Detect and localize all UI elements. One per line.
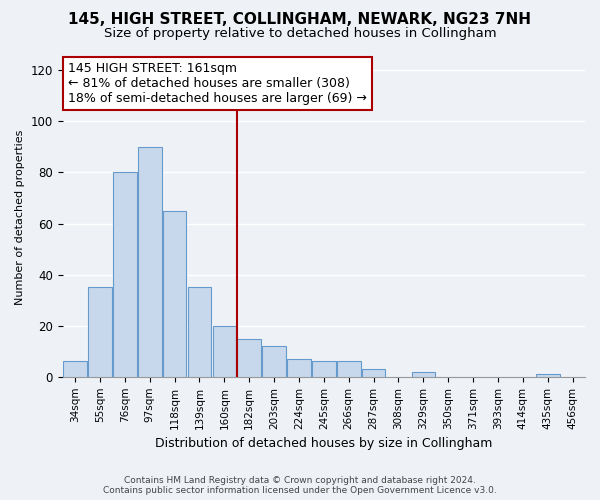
Bar bbox=[536, 374, 560, 377]
Text: 145, HIGH STREET, COLLINGHAM, NEWARK, NG23 7NH: 145, HIGH STREET, COLLINGHAM, NEWARK, NG… bbox=[68, 12, 532, 28]
Text: Contains HM Land Registry data © Crown copyright and database right 2024.
Contai: Contains HM Land Registry data © Crown c… bbox=[103, 476, 497, 495]
Bar bbox=[362, 369, 385, 377]
Bar bbox=[138, 147, 161, 377]
Bar bbox=[88, 288, 112, 377]
Bar bbox=[188, 288, 211, 377]
Text: 145 HIGH STREET: 161sqm
← 81% of detached houses are smaller (308)
18% of semi-d: 145 HIGH STREET: 161sqm ← 81% of detache… bbox=[68, 62, 367, 106]
Bar bbox=[262, 346, 286, 377]
Text: Size of property relative to detached houses in Collingham: Size of property relative to detached ho… bbox=[104, 28, 496, 40]
Bar bbox=[337, 362, 361, 377]
Bar bbox=[113, 172, 137, 377]
Bar bbox=[212, 326, 236, 377]
Bar bbox=[63, 362, 87, 377]
Bar bbox=[238, 338, 261, 377]
Bar bbox=[163, 211, 187, 377]
Bar bbox=[412, 372, 435, 377]
X-axis label: Distribution of detached houses by size in Collingham: Distribution of detached houses by size … bbox=[155, 437, 493, 450]
Y-axis label: Number of detached properties: Number of detached properties bbox=[15, 130, 25, 305]
Bar bbox=[287, 359, 311, 377]
Bar bbox=[312, 362, 335, 377]
